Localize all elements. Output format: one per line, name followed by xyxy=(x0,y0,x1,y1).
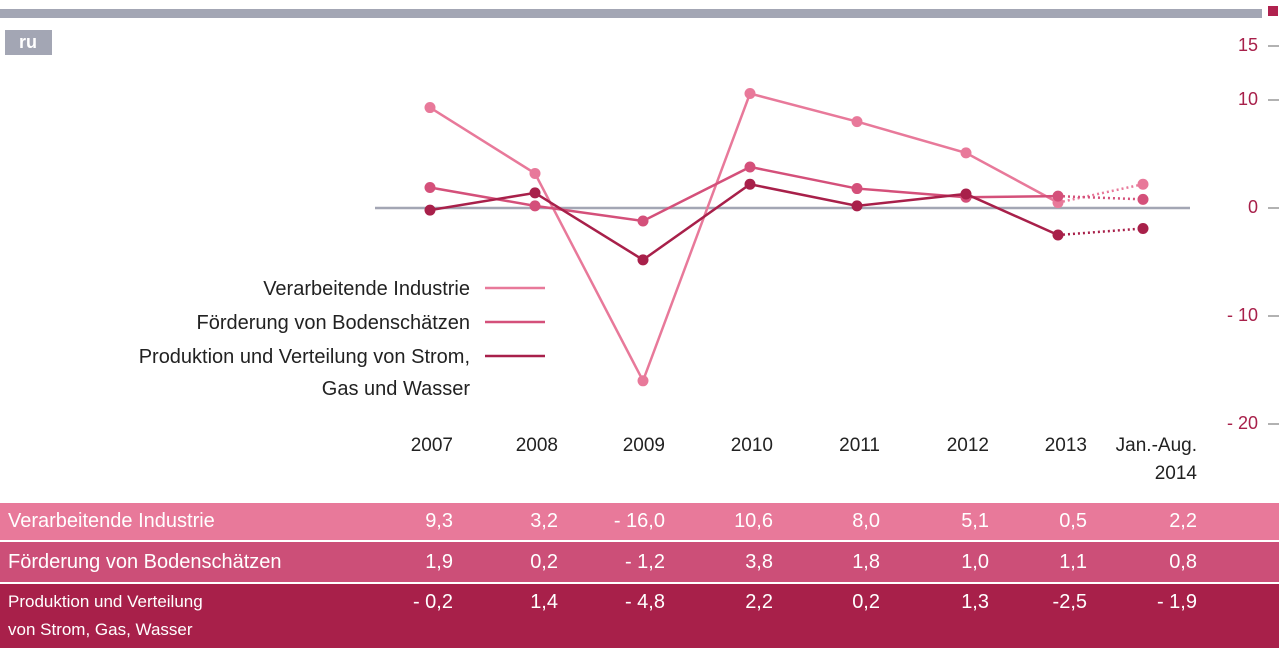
x-tick-label: 2010 xyxy=(730,435,773,456)
table-cell: 2,2 xyxy=(745,591,773,613)
point xyxy=(424,204,436,216)
point xyxy=(637,254,649,266)
point xyxy=(851,200,863,212)
x-tick-label: 2007 xyxy=(410,435,453,456)
row-label: Förderung von Bodenschätzen xyxy=(8,551,282,573)
point xyxy=(424,181,436,193)
series-line-projection xyxy=(1057,194,1144,201)
table-cell: - 1,9 xyxy=(1156,591,1197,613)
table-cell: - 0,2 xyxy=(412,591,453,613)
table-cell: 5,1 xyxy=(961,510,989,532)
point xyxy=(529,167,541,179)
x-tick-label: Jan.-Aug. 2014 xyxy=(1115,435,1197,484)
x-tick-label: 2008 xyxy=(515,435,558,456)
point xyxy=(851,116,863,128)
x-tick-label: 2013 xyxy=(1044,435,1087,456)
table-cell: 8,0 xyxy=(852,510,880,532)
point xyxy=(744,88,756,100)
table-cell: 1,1 xyxy=(1059,551,1087,573)
series-line-projection xyxy=(1057,183,1144,204)
table-cell: 1,0 xyxy=(961,551,989,573)
point xyxy=(1052,190,1064,202)
row-label: Verarbeitende Industrie xyxy=(8,510,215,532)
table-cell: - 1,2 xyxy=(624,551,665,573)
table-cell: 0,5 xyxy=(1059,510,1087,532)
table-cell: 1,8 xyxy=(852,551,880,573)
table-row: Produktion und Verteilung von Strom, Gas… xyxy=(0,584,1279,648)
table-cell: 2,2 xyxy=(1169,510,1197,532)
x-tick-label: 2012 xyxy=(946,435,989,456)
point xyxy=(424,102,436,114)
table-cell: 0,2 xyxy=(852,591,880,613)
tag-label: ru xyxy=(19,32,37,52)
legend-label: Verarbeitende Industrie xyxy=(263,278,470,300)
top-marker xyxy=(1268,6,1278,16)
row-label: Produktion und Verteilung von Strom, Gas… xyxy=(8,592,203,639)
top-bar xyxy=(0,9,1262,18)
legend-label: Produktion und Verteilung von Strom, Gas… xyxy=(138,346,470,400)
point xyxy=(637,375,649,387)
table-cell: 10,6 xyxy=(734,510,773,532)
tag-box xyxy=(5,30,52,55)
table-cell: 1,4 xyxy=(530,591,558,613)
point xyxy=(637,215,649,227)
point xyxy=(960,147,972,159)
table-cell: 1,9 xyxy=(425,551,453,573)
y-tick-label: 10 xyxy=(1238,89,1258,109)
point xyxy=(851,183,863,195)
y-tick-label: - 10 xyxy=(1227,305,1258,325)
point xyxy=(1137,178,1149,190)
y-tick-label: 0 xyxy=(1248,197,1258,217)
x-tick-label: 2011 xyxy=(839,435,880,456)
table-cell: - 16,0 xyxy=(613,510,665,532)
point xyxy=(1137,223,1149,235)
table-cell: 9,3 xyxy=(425,510,453,532)
point xyxy=(744,178,756,190)
table-cell: 0,2 xyxy=(530,551,558,573)
table-cell: 3,8 xyxy=(745,551,773,573)
y-tick-label: - 20 xyxy=(1227,413,1258,433)
table-cell: 1,3 xyxy=(961,591,989,613)
y-tick-label: 15 xyxy=(1238,35,1258,55)
x-tick-label: 2009 xyxy=(622,435,665,456)
point xyxy=(1137,193,1149,205)
table-cell: - 4,8 xyxy=(624,591,665,613)
table-cell: 0,8 xyxy=(1169,551,1197,573)
table-cell: 3,2 xyxy=(530,510,558,532)
point xyxy=(529,200,541,212)
point xyxy=(744,161,756,173)
table-row: Verarbeitende Industrie 9,3 3,2 - 16,0 10,6 8… xyxy=(0,503,1279,540)
table-cell: -2,5 xyxy=(1052,591,1087,613)
point xyxy=(529,187,541,199)
series-line xyxy=(429,92,1059,384)
table-row: Förderung von Bodenschätzen 1,9 0,2 - 1,2 3,… xyxy=(0,542,1279,582)
point xyxy=(960,188,972,200)
point xyxy=(1052,229,1064,241)
legend-label: Förderung von Bodenschätzen xyxy=(196,312,470,334)
series-line-projection xyxy=(1057,227,1144,237)
